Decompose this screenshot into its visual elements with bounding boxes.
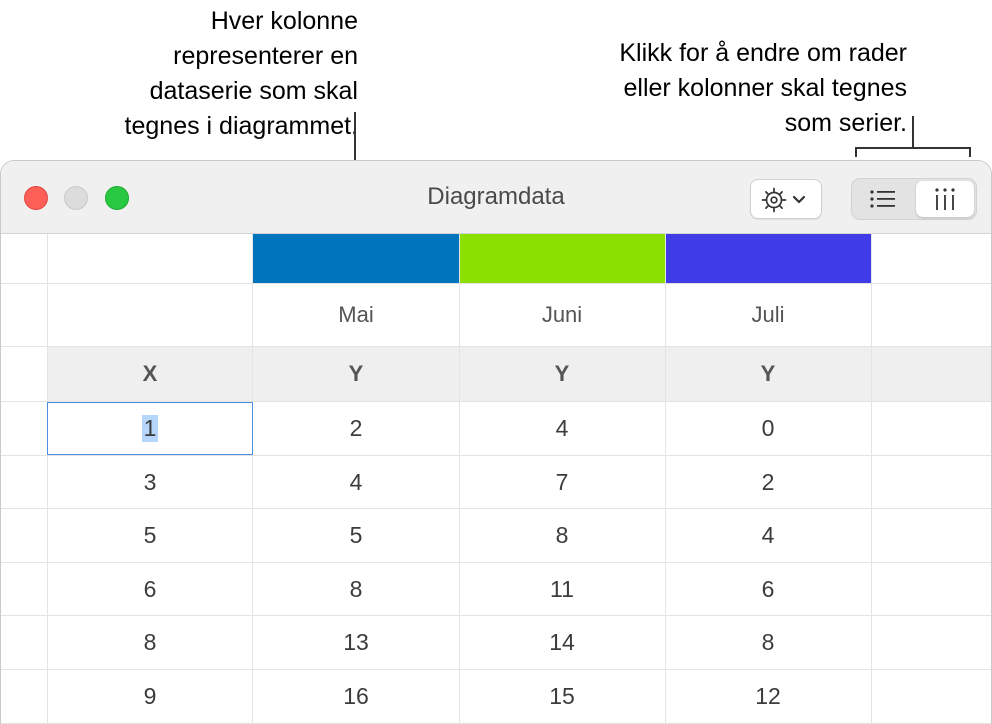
series-color-swatch[interactable] [665, 234, 871, 283]
title-bar: Diagramdata [1, 161, 991, 234]
data-cell[interactable]: 8 [555, 522, 569, 548]
data-cell[interactable]: 3 [143, 469, 157, 495]
series-color-swatch[interactable] [459, 234, 665, 283]
series-name-cell[interactable]: Juni [541, 302, 583, 327]
data-cell[interactable]: 15 [549, 683, 575, 709]
data-cell[interactable]: 6 [761, 576, 775, 602]
list-rows-icon [870, 190, 895, 208]
close-window-button[interactable] [24, 186, 48, 210]
series-color-swatch[interactable] [253, 234, 459, 283]
callout-line: som serier. [784, 109, 907, 137]
callout-line: Hver kolonne [210, 7, 358, 35]
axis-header-cell: Y [554, 360, 570, 386]
gear-icon [761, 187, 806, 213]
callout-bracket-left-tick [855, 147, 857, 157]
data-cell[interactable]: 1 [47, 402, 253, 455]
callout-line: tegnes i diagrammet. [124, 112, 358, 140]
axis-header-cell: Y [760, 360, 776, 386]
selected-cell-text[interactable]: 1 [141, 415, 159, 442]
action-menu-button[interactable] [750, 179, 822, 219]
callout-line: dataserie som skal [149, 77, 358, 105]
data-cell[interactable]: 14 [549, 629, 575, 655]
data-cell[interactable]: 12 [755, 683, 781, 709]
columns-icon [935, 188, 955, 210]
data-table: Mai Juni Juli X Y Y Y 1 2 4 0 3 4 7 2 5 … [1, 234, 991, 724]
axis-header-row [47, 346, 991, 401]
data-cell[interactable]: 5 [143, 522, 157, 548]
data-cell[interactable]: 4 [555, 415, 569, 441]
series-name-cell[interactable]: Mai [338, 302, 374, 327]
chart-data-window: Diagramdata [0, 160, 992, 724]
data-cell[interactable]: 5 [349, 522, 363, 548]
data-cell[interactable]: 4 [761, 522, 775, 548]
minimize-window-button[interactable] [64, 186, 88, 210]
callout-line: eller kolonner skal tegnes [623, 74, 908, 102]
data-cell[interactable]: 8 [761, 629, 775, 655]
window-title: Diagramdata [427, 183, 565, 210]
data-cell[interactable]: 13 [343, 629, 369, 655]
callout-leader-right [912, 116, 914, 148]
data-cell[interactable]: 9 [143, 683, 157, 709]
data-cell[interactable]: 7 [555, 469, 569, 495]
axis-header-cell: Y [348, 360, 364, 386]
plot-columns-as-series-button[interactable] [916, 181, 974, 217]
callout-bracket [855, 147, 971, 149]
data-cell[interactable]: 8 [143, 629, 157, 655]
data-cell[interactable]: 0 [761, 415, 775, 441]
series-name-cell[interactable]: Juli [751, 302, 785, 327]
data-cell[interactable]: 16 [343, 683, 369, 709]
axis-header-cell: X [142, 360, 158, 386]
zoom-window-button[interactable] [105, 186, 129, 210]
data-cell[interactable]: 4 [349, 469, 363, 495]
data-cell[interactable]: 2 [349, 415, 363, 441]
data-cell[interactable]: 2 [761, 469, 775, 495]
data-cell[interactable]: 8 [349, 576, 363, 602]
callout-line: representerer en [173, 42, 358, 70]
callout-series-columns: Hver kolonne representerer en dataserie … [18, 4, 358, 144]
callout-toggle-series: Klikk for å endre om rader eller kolonne… [487, 36, 907, 141]
callout-bracket-right-tick [969, 147, 971, 157]
data-cell[interactable]: 11 [550, 576, 574, 602]
data-cell[interactable]: 6 [143, 576, 157, 602]
series-mode-toggle [851, 178, 977, 220]
callout-line: Klikk for å endre om rader [619, 39, 907, 67]
plot-rows-as-series-button[interactable] [854, 181, 912, 217]
